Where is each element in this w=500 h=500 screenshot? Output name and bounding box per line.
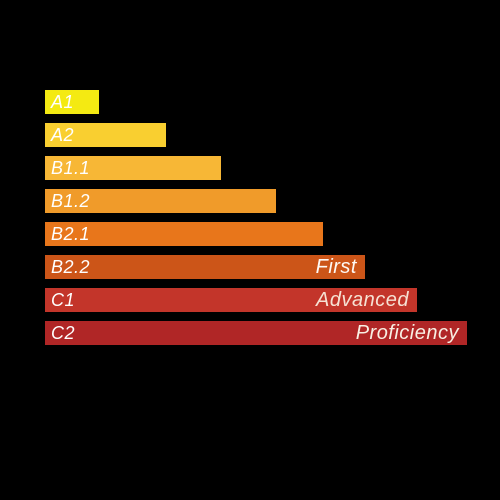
bar-row: B1.1 (45, 156, 221, 180)
exam-name-label: Advanced (316, 288, 409, 312)
level-code-label: A2 (51, 123, 74, 147)
bar-row: A1 (45, 90, 99, 114)
level-code-label: B1.1 (51, 156, 90, 180)
level-code-label: C1 (51, 288, 75, 312)
bar-row: A2 (45, 123, 166, 147)
bar-row: B2.2 First (45, 255, 365, 279)
bar-row: C2 Proficiency (45, 321, 467, 345)
level-code-label: B2.1 (51, 222, 90, 246)
bar-row: C1 Advanced (45, 288, 417, 312)
exam-name-label: Proficiency (356, 321, 459, 345)
level-code-label: B1.2 (51, 189, 90, 213)
bar-row: B2.1 (45, 222, 323, 246)
level-code-label: B2.2 (51, 255, 90, 279)
level-code-label: A1 (51, 90, 74, 114)
bar-row: B1.2 (45, 189, 276, 213)
level-chart: A1 A2 B1.1 B1.2 B2.1 B2.2 First C1 Advanced C2 Pro… (0, 0, 500, 500)
exam-name-label: First (316, 255, 357, 279)
level-code-label: C2 (51, 321, 75, 345)
